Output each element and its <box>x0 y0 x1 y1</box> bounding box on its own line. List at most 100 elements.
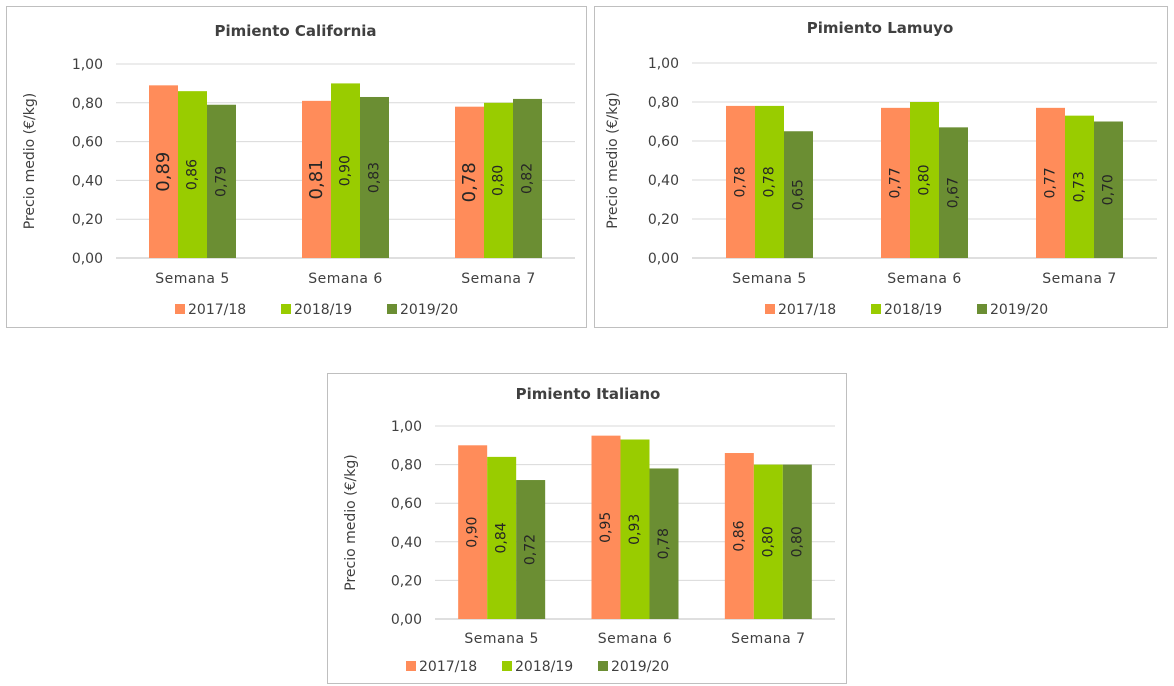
legend-swatch <box>281 304 291 314</box>
bar-value-label: 0,67 <box>946 177 962 208</box>
bar <box>910 102 939 258</box>
y-tick-label: 0,60 <box>391 496 422 512</box>
x-tick-label: Semana 6 <box>598 631 673 647</box>
y-tick-label: 0,40 <box>391 535 422 551</box>
bar <box>726 105 755 259</box>
y-tick-label: 0,00 <box>648 251 679 267</box>
legend-label: 2018/19 <box>515 659 573 675</box>
bar-value-label: 0,90 <box>338 155 354 186</box>
bar-value-label: 0,80 <box>491 165 507 196</box>
bar-value-label: 0,65 <box>791 179 807 210</box>
bar <box>1036 107 1065 258</box>
bar <box>755 105 784 259</box>
bar-value-label: 0,78 <box>656 528 672 559</box>
y-tick-label: 0,40 <box>72 173 103 189</box>
x-tick-label: Semana 7 <box>1042 271 1117 287</box>
y-axis-label: Precio medio (€/kg) <box>22 93 38 229</box>
legend-swatch <box>387 304 397 314</box>
bar-value-label: 0,72 <box>523 534 539 565</box>
bar-value-label: 0,79 <box>214 166 230 197</box>
legend-swatch <box>871 304 881 314</box>
bar <box>649 468 679 619</box>
y-tick-label: 0,60 <box>648 134 679 150</box>
chart-svg: Pimiento California 0,00 0,20 0,40 0,60 0,80 1… <box>22 22 575 318</box>
bar <box>782 464 812 619</box>
bar-value-label: 0,83 <box>367 162 383 193</box>
bar-value-label: 0,77 <box>1043 167 1059 198</box>
bar <box>939 127 968 258</box>
chart-title: Pimiento California <box>214 22 376 40</box>
bar-value-label: 0,86 <box>731 520 747 551</box>
bar <box>784 131 813 258</box>
bar <box>178 91 207 258</box>
bar-value-label: 0,73 <box>1072 171 1088 202</box>
bar <box>207 104 236 259</box>
y-tick-label: 0,40 <box>648 173 679 189</box>
x-tick-label: Semana 5 <box>155 271 230 287</box>
chart-panel-pimiento-lamuyo: Pimiento Lamuyo 0,00 0,20 0,40 0,60 0,80 1,00 P… <box>594 6 1168 328</box>
bar <box>753 464 783 619</box>
bar-value-label: 0,84 <box>494 522 510 553</box>
bar-value-label: 0,86 <box>185 159 201 190</box>
x-tick-label: Semana 5 <box>464 631 539 647</box>
bar <box>484 102 513 258</box>
legend-swatch <box>598 661 608 671</box>
bar <box>458 445 488 619</box>
bar-value-label: 0,89 <box>153 152 174 192</box>
y-tick-label: 1,00 <box>648 56 679 72</box>
y-tick-label: 1,00 <box>72 57 103 73</box>
bar <box>620 439 650 619</box>
legend-label: 2019/20 <box>400 302 458 318</box>
legend-label: 2017/18 <box>419 659 477 675</box>
y-tick-label: 0,00 <box>72 251 103 267</box>
chart-title: Pimiento Lamuyo <box>807 19 954 37</box>
legend-swatch <box>175 304 185 314</box>
y-axis-label: Precio medio (€/kg) <box>343 454 359 590</box>
x-tick-label: Semana 6 <box>887 271 962 287</box>
y-tick-label: 0,80 <box>648 95 679 111</box>
legend-label: 2018/19 <box>884 302 942 318</box>
legend-label: 2017/18 <box>778 302 836 318</box>
legend-swatch <box>977 304 987 314</box>
y-tick-label: 0,80 <box>72 96 103 112</box>
bar-value-label: 0,93 <box>627 514 643 545</box>
legend-label: 2019/20 <box>990 302 1048 318</box>
bar-value-label: 0,95 <box>598 512 614 543</box>
y-tick-label: 0,20 <box>391 573 422 589</box>
chart-panel-pimiento-italiano: Pimiento Italiano 0,00 0,20 0,40 0,60 0,80 1,0… <box>327 373 847 684</box>
y-axis-label: Precio medio (€/kg) <box>605 92 621 228</box>
bar <box>516 480 546 619</box>
chart-panel-pimiento-california: Pimiento California 0,00 0,20 0,40 0,60 0,80 1… <box>6 6 587 328</box>
bar-value-label: 0,78 <box>733 166 749 197</box>
x-tick-label: Semana 5 <box>732 271 807 287</box>
legend-swatch <box>765 304 775 314</box>
bar-value-label: 0,80 <box>917 164 933 195</box>
legend-label: 2017/18 <box>188 302 246 318</box>
bar-value-label: 0,78 <box>459 162 480 202</box>
bar-value-label: 0,70 <box>1101 174 1117 205</box>
bar <box>149 85 178 258</box>
bar <box>455 106 484 259</box>
x-tick-label: Semana 7 <box>731 631 806 647</box>
bar-value-label: 0,82 <box>520 163 536 194</box>
bar <box>302 100 331 258</box>
bar-value-label: 0,80 <box>789 526 805 557</box>
bar-value-label: 0,78 <box>762 166 778 197</box>
legend-swatch <box>502 661 512 671</box>
x-tick-label: Semana 7 <box>461 271 536 287</box>
legend-label: 2019/20 <box>611 659 669 675</box>
y-tick-label: 0,80 <box>391 458 422 474</box>
bar <box>487 456 517 619</box>
bar <box>724 453 754 619</box>
bar-value-label: 0,77 <box>888 167 904 198</box>
legend-swatch <box>406 661 416 671</box>
chart-title: Pimiento Italiano <box>516 385 661 403</box>
y-tick-label: 0,00 <box>391 612 422 628</box>
bar-value-label: 0,90 <box>465 517 481 548</box>
bar-value-label: 0,81 <box>306 159 327 199</box>
chart-svg: Pimiento Lamuyo 0,00 0,20 0,40 0,60 0,80 1,00 P… <box>605 19 1157 318</box>
y-tick-label: 1,00 <box>391 419 422 435</box>
x-tick-label: Semana 6 <box>308 271 383 287</box>
bar-value-label: 0,80 <box>760 526 776 557</box>
y-tick-label: 0,20 <box>648 212 679 228</box>
